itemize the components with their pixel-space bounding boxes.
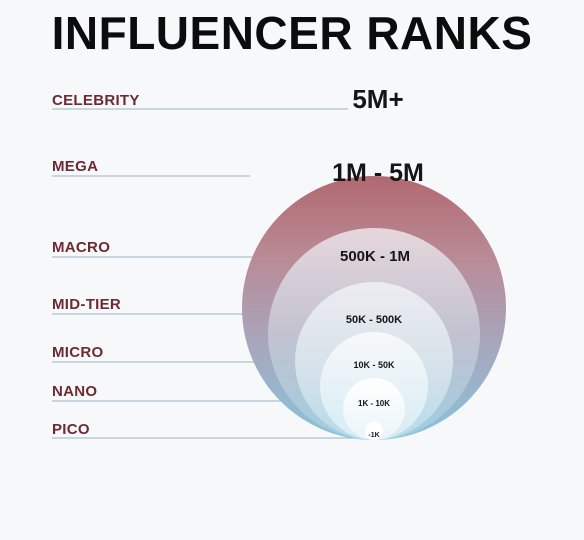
circle-pico: [365, 422, 383, 440]
range-label-celebrity: 5M+: [352, 84, 404, 114]
rank-label-macro: MACRO: [52, 239, 111, 256]
page-title: INFLUENCER RANKS: [51, 7, 533, 59]
range-label-macro: 500K - 1M: [339, 248, 411, 265]
range-label-nano: 1K - 10K: [357, 399, 391, 408]
range-label-pico: -1K: [368, 432, 380, 439]
rank-label-mega: MEGA: [52, 158, 99, 175]
rank-label-nano: NANO: [52, 383, 98, 400]
rank-label-celebrity: CELEBRITY: [52, 92, 140, 109]
rank-label-micro: MICRO: [52, 344, 104, 361]
range-label-mega: 1M - 5M: [332, 159, 424, 187]
circle-nano: [343, 378, 405, 440]
range-label-mid-tier: 50K - 500K: [345, 314, 403, 326]
rank-label-mid-tier: MID-TIER: [52, 296, 122, 313]
range-label-micro: 10K - 50K: [353, 360, 395, 370]
rank-label-pico: PICO: [52, 421, 90, 438]
